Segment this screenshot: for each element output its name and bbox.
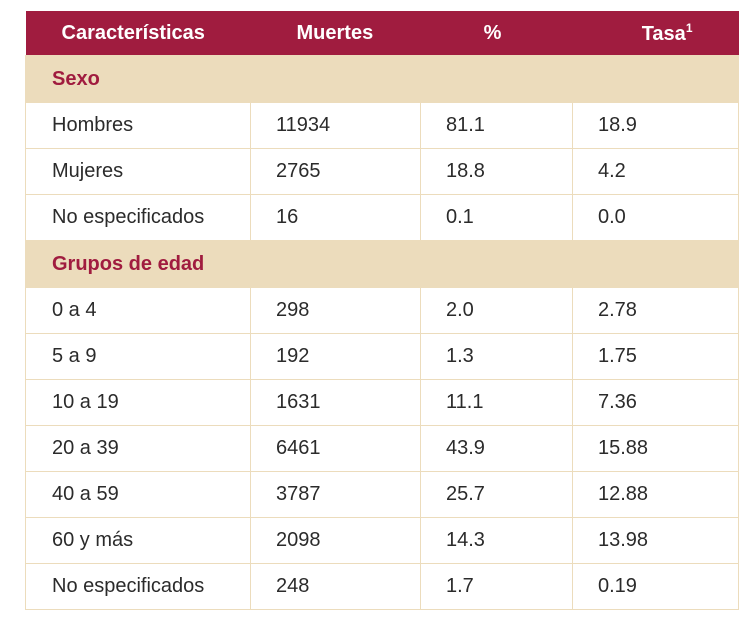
muertes-cell: 1631 (250, 379, 421, 426)
section-title: Sexo (25, 55, 739, 103)
header-row: Características Muertes % Tasa1 (25, 11, 739, 56)
muertes-cell: 2765 (250, 148, 421, 195)
caracteristica-cell: No especificados (25, 194, 251, 241)
porcentaje-cell: 43.9 (420, 425, 573, 472)
porcentaje-cell: 1.7 (420, 563, 573, 610)
header-tasa: Tasa1 (572, 11, 739, 56)
porcentaje-cell: 1.3 (420, 333, 573, 380)
section-row: Sexo (25, 55, 739, 103)
header-tasa-footnote: 1 (685, 20, 693, 35)
table-row: Hombres 11934 81.1 18.9 (25, 102, 739, 149)
table-row: No especificados 248 1.7 0.19 (25, 563, 739, 610)
tasa-cell: 18.9 (572, 102, 739, 149)
muertes-cell: 248 (250, 563, 421, 610)
tasa-cell: 4.2 (572, 148, 739, 195)
muertes-cell: 3787 (250, 471, 421, 518)
table-row: 60 y más 2098 14.3 13.98 (25, 517, 739, 564)
caracteristica-cell: No especificados (25, 563, 251, 610)
porcentaje-cell: 81.1 (420, 102, 573, 149)
tasa-cell: 13.98 (572, 517, 739, 564)
caracteristica-cell: 0 a 4 (25, 287, 251, 334)
porcentaje-cell: 14.3 (420, 517, 573, 564)
porcentaje-cell: 18.8 (420, 148, 573, 195)
caracteristica-cell: 10 a 19 (25, 379, 251, 426)
tasa-cell: 0.0 (572, 194, 739, 241)
table-row: 20 a 39 6461 43.9 15.88 (25, 425, 739, 472)
muertes-cell: 298 (250, 287, 421, 334)
table-body: Sexo Hombres 11934 81.1 18.9 Mujeres 2765 18.8 4… (25, 55, 739, 610)
tasa-cell: 7.36 (572, 379, 739, 426)
porcentaje-cell: 11.1 (420, 379, 573, 426)
tasa-cell: 15.88 (572, 425, 739, 472)
caracteristica-cell: 40 a 59 (25, 471, 251, 518)
table-row: 10 a 19 1631 11.1 7.36 (25, 379, 739, 426)
table-row: No especificados 16 0.1 0.0 (25, 194, 739, 241)
table-row: 0 a 4 298 2.0 2.78 (25, 287, 739, 334)
section-row: Grupos de edad (25, 240, 739, 288)
table-header: Características Muertes % Tasa1 (25, 11, 739, 56)
caracteristica-cell: 20 a 39 (25, 425, 251, 472)
muertes-cell: 16 (250, 194, 421, 241)
caracteristica-cell: 60 y más (25, 517, 251, 564)
muertes-cell: 2098 (250, 517, 421, 564)
tasa-cell: 2.78 (572, 287, 739, 334)
tasa-cell: 1.75 (572, 333, 739, 380)
tasa-cell: 12.88 (572, 471, 739, 518)
porcentaje-cell: 0.1 (420, 194, 573, 241)
table-row: Mujeres 2765 18.8 4.2 (25, 148, 739, 195)
porcentaje-cell: 25.7 (420, 471, 573, 518)
data-table: Características Muertes % Tasa1 Sexo Homb… (25, 11, 739, 610)
muertes-cell: 11934 (250, 102, 421, 149)
header-tasa-label: Tasa (641, 22, 686, 45)
muertes-cell: 6461 (250, 425, 421, 472)
caracteristica-cell: Mujeres (25, 148, 251, 195)
tasa-cell: 0.19 (572, 563, 739, 610)
table-container: Características Muertes % Tasa1 Sexo Homb… (25, 11, 739, 610)
porcentaje-cell: 2.0 (420, 287, 573, 334)
header-porcentaje: % (420, 11, 573, 56)
table-row: 40 a 59 3787 25.7 12.88 (25, 471, 739, 518)
section-title: Grupos de edad (25, 240, 739, 288)
table-row: 5 a 9 192 1.3 1.75 (25, 333, 739, 380)
caracteristica-cell: 5 a 9 (25, 333, 251, 380)
muertes-cell: 192 (250, 333, 421, 380)
caracteristica-cell: Hombres (25, 102, 251, 149)
header-caracteristicas: Características (25, 11, 251, 56)
header-muertes: Muertes (250, 11, 421, 56)
